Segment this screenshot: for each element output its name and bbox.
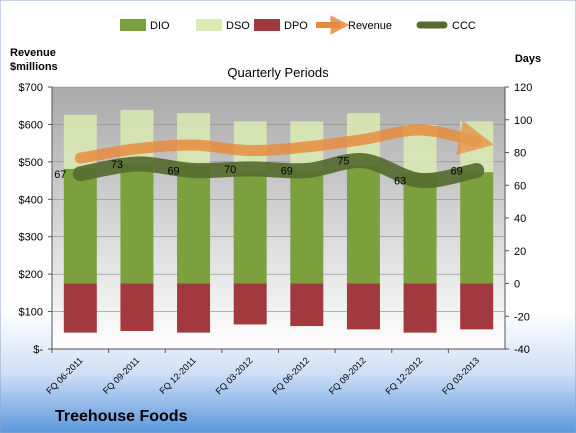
left-tick-label: $- (33, 344, 43, 356)
ccc-data-label: 70 (224, 164, 236, 176)
dpo-bar (460, 283, 494, 330)
ccc-data-label: 75 (337, 156, 349, 168)
left-tick-label: $100 (19, 307, 43, 319)
right-tick-label: 20 (514, 246, 526, 258)
dpo-bar (177, 283, 211, 333)
legend-label-dso: DSO (226, 20, 250, 32)
dio-bar (290, 172, 324, 284)
ccc-data-label: 73 (111, 159, 123, 171)
legend-label-revenue: Revenue (348, 20, 392, 32)
dpo-bar (403, 283, 437, 333)
dio-bar (177, 165, 211, 284)
left-tick-label: $700 (19, 82, 43, 94)
legend-label-dpo: DPO (284, 20, 308, 32)
ccc-data-label: 67 (54, 169, 66, 181)
dio-bar (63, 168, 97, 284)
revenue-arrow (74, 120, 494, 164)
dio-bar (346, 165, 380, 284)
ccc-data-label: 63 (394, 175, 406, 187)
right-tick-label: -20 (514, 311, 530, 323)
dio-bar (233, 172, 267, 284)
plot-area (52, 87, 505, 349)
legend-label-dio: DIO (150, 20, 170, 32)
ccc-data-label: 69 (451, 166, 463, 178)
left-tick-label: $400 (19, 194, 43, 206)
left-tick-label: $600 (19, 119, 43, 131)
chart-title: Quarterly Periods (227, 65, 329, 80)
right-tick-label: 100 (514, 115, 532, 127)
dpo-bar (63, 283, 97, 333)
ccc-line (72, 153, 485, 188)
legend: DIO DSO DPO Revenue CCC (120, 15, 476, 35)
left-tick-label: $500 (19, 157, 43, 169)
dio-bar (460, 172, 494, 284)
left-axis-title-line2: $millions (10, 61, 58, 73)
dpo-bar (290, 283, 324, 327)
right-tick-label: 40 (514, 213, 526, 225)
dso-bar (177, 113, 211, 166)
right-tick-label: 80 (514, 148, 526, 160)
legend-label-ccc: CCC (452, 20, 476, 32)
dpo-bar (120, 283, 154, 331)
right-tick-label: 120 (514, 82, 532, 94)
ccc-data-label: 69 (281, 166, 293, 178)
legend-swatch-dio (120, 19, 146, 31)
right-tick-label: 0 (514, 279, 520, 291)
left-axis-title-line1: Revenue (10, 47, 56, 59)
dpo-bar (346, 283, 380, 330)
label-layer: 67 73 69 70 69 75 63 69 (54, 156, 463, 188)
left-tick-label: $200 (19, 269, 43, 281)
left-tick-label: $300 (19, 232, 43, 244)
legend-swatch-dpo (254, 19, 280, 31)
company-name: Treehouse Foods (55, 408, 188, 425)
legend-swatch-dso (196, 19, 222, 31)
dio-bar (403, 173, 437, 284)
line-layer (72, 120, 494, 188)
dpo-bar (233, 283, 267, 325)
ccc-data-label: 69 (167, 166, 179, 178)
right-axis-title: Days (515, 53, 541, 65)
dio-bar (120, 163, 154, 284)
right-tick-label: -40 (514, 344, 530, 356)
right-tick-label: 60 (514, 180, 526, 192)
